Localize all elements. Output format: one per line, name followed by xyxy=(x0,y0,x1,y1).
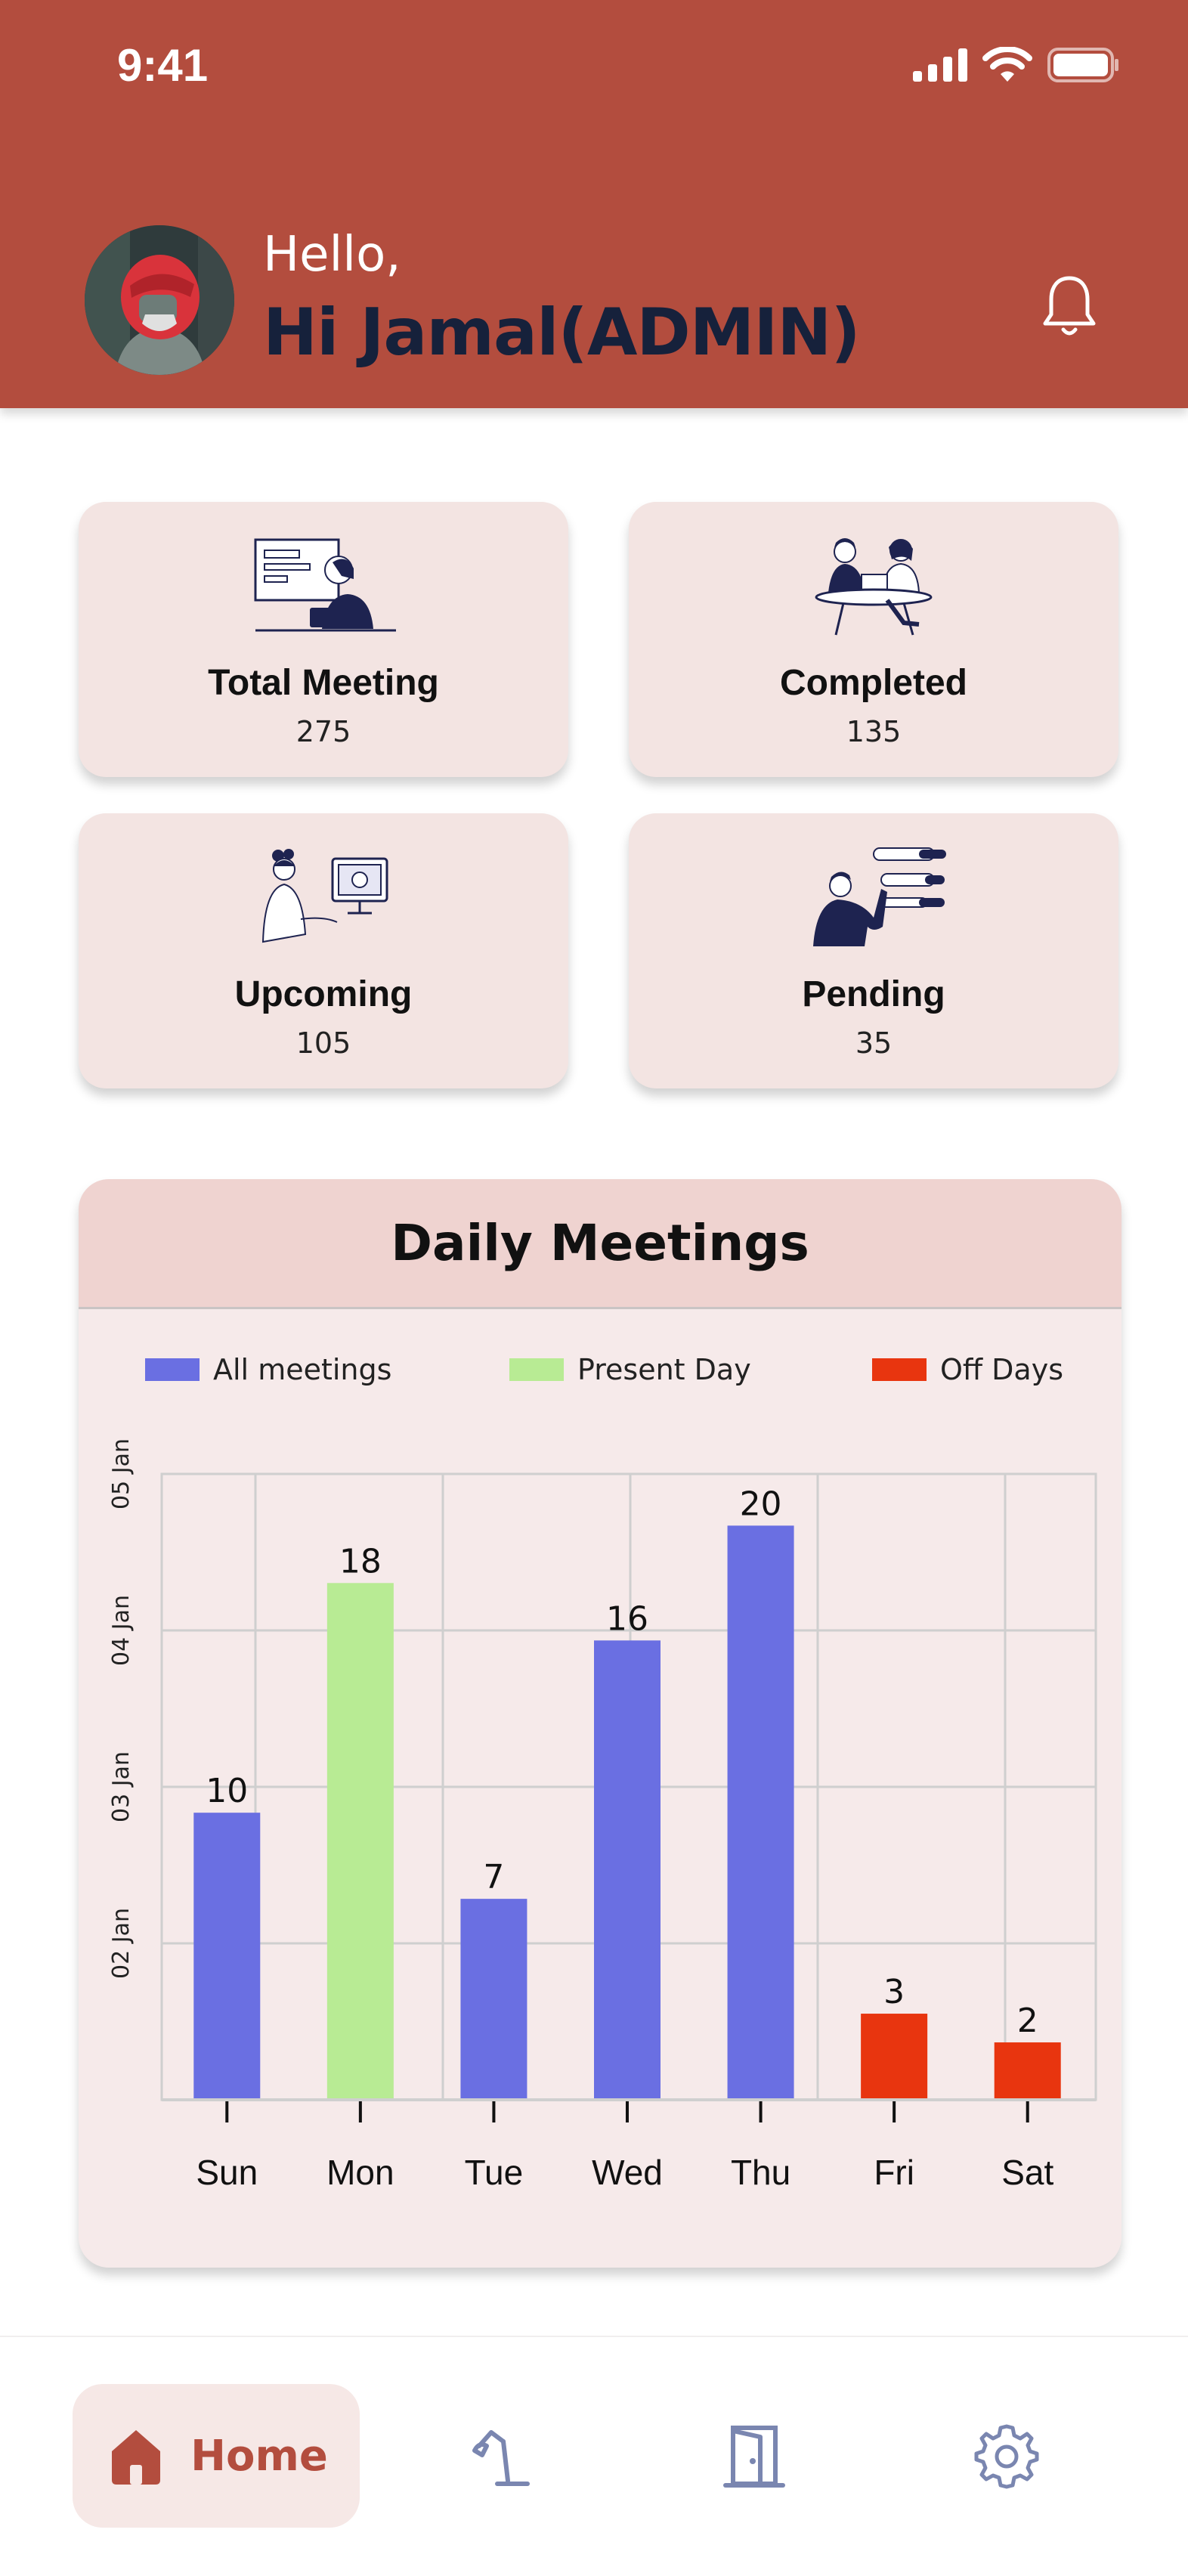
legend-off-days: Off Days xyxy=(872,1353,1063,1386)
daily-meetings-chart-card: Daily Meetings All meetings Present Day … xyxy=(79,1179,1121,2268)
stat-value: 35 xyxy=(855,1026,893,1060)
stat-card-completed[interactable]: Completed 135 xyxy=(629,502,1118,777)
app-header: 9:41 xyxy=(0,0,1188,408)
chart-header: Daily Meetings xyxy=(79,1179,1121,1309)
stat-value: 105 xyxy=(295,1026,351,1060)
status-time: 9:41 xyxy=(117,40,209,91)
stat-card-pending[interactable]: Pending 35 xyxy=(629,813,1118,1088)
bar-value-label: 18 xyxy=(339,1542,382,1581)
battery-icon xyxy=(1047,48,1118,82)
user-avatar[interactable] xyxy=(85,225,234,375)
legend-all-meetings: All meetings xyxy=(145,1353,391,1386)
stat-label: Completed xyxy=(779,663,967,703)
x-tick-label: Mon xyxy=(326,2153,394,2192)
bar-thu xyxy=(727,1525,794,2100)
stat-label: Upcoming xyxy=(234,974,413,1014)
meeting-table-illustration-icon xyxy=(815,538,933,636)
settings-gear-icon[interactable] xyxy=(970,2420,1043,2493)
bar-wed xyxy=(594,1640,661,2100)
stat-value: 135 xyxy=(846,715,902,748)
nav-home-button[interactable]: Home xyxy=(73,2384,360,2528)
bar-sat xyxy=(994,2042,1061,2100)
online-shopping-illustration-icon xyxy=(261,849,388,943)
bar-value-label: 20 xyxy=(740,1485,782,1523)
status-icons xyxy=(913,47,1120,83)
stat-label: Pending xyxy=(802,974,945,1014)
bar-fri xyxy=(861,2014,928,2100)
legend-present-day: Present Day xyxy=(509,1353,751,1386)
legend-label: All meetings xyxy=(213,1353,392,1386)
legend-label: Off Days xyxy=(940,1353,1064,1386)
y-tick-label: 03 Jan xyxy=(108,1751,135,1822)
greeting-text: Hello, xyxy=(263,227,401,283)
y-tick-label: 02 Jan xyxy=(108,1908,135,1979)
legend-label: Present Day xyxy=(577,1353,751,1386)
x-tick-label: Sat xyxy=(1001,2153,1053,2192)
bar-value-label: 10 xyxy=(206,1772,248,1810)
bar-value-label: 3 xyxy=(883,1973,905,2011)
legend-swatch xyxy=(145,1358,200,1381)
door-icon[interactable] xyxy=(718,2420,790,2493)
stat-label: Total Meeting xyxy=(208,663,439,703)
stat-value: 275 xyxy=(295,715,351,748)
bar-value-label: 2 xyxy=(1017,2002,1038,2040)
stat-card-total-meeting[interactable]: Total Meeting 275 xyxy=(79,502,568,777)
home-icon xyxy=(112,2430,161,2485)
bar-sun xyxy=(193,1813,261,2100)
y-tick-label: 05 Jan xyxy=(108,1438,135,1509)
y-tick-label: 04 Jan xyxy=(108,1595,135,1666)
stat-card-upcoming[interactable]: Upcoming 105 xyxy=(79,813,568,1088)
bar-value-label: 7 xyxy=(483,1858,504,1896)
presentation-illustration-icon xyxy=(254,538,396,632)
bottom-navigation: Home xyxy=(0,2336,1188,2576)
legend-swatch xyxy=(509,1358,564,1381)
x-tick-label: Fri xyxy=(874,2153,914,2192)
x-tick-label: Sun xyxy=(196,2153,258,2192)
task-list-illustration-icon xyxy=(813,847,946,946)
nav-home-label: Home xyxy=(190,2431,328,2481)
bar-mon xyxy=(326,1583,394,2100)
x-tick-label: Thu xyxy=(731,2153,790,2192)
daily-meetings-bar-chart: 02 Jan 03 Jan 04 Jan 05 Jan 10 Sun 18 Mon 7 Tue 16… xyxy=(108,1438,1097,2192)
chart-title: Daily Meetings xyxy=(391,1214,809,1272)
bar-tue xyxy=(460,1899,527,2100)
x-tick-label: Tue xyxy=(465,2153,524,2192)
desk-lamp-icon[interactable] xyxy=(469,2420,541,2493)
legend-swatch xyxy=(872,1358,927,1381)
user-name: Hi Jamal(ADMIN) xyxy=(263,295,861,370)
x-tick-label: Wed xyxy=(592,2153,663,2192)
wifi-icon xyxy=(982,47,1032,82)
bar-value-label: 16 xyxy=(606,1599,648,1638)
signal-icon xyxy=(913,48,967,82)
notification-bell-icon[interactable] xyxy=(1039,272,1100,340)
